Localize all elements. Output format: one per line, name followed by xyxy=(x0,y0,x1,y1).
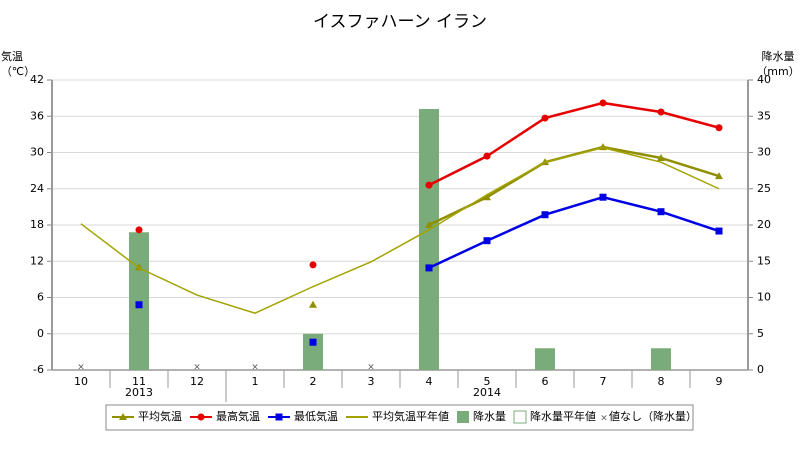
x-tick-label: 10 xyxy=(74,375,88,388)
x-tick-label: 9 xyxy=(716,375,723,388)
legend-swatch xyxy=(513,410,527,424)
point xyxy=(309,300,317,308)
no-data-mark: × xyxy=(193,363,201,373)
y2-tick-label: 35 xyxy=(757,109,771,122)
y-axis-unit: （℃） xyxy=(1,65,35,78)
x-tick-label: 6 xyxy=(542,375,549,388)
legend-swatch xyxy=(457,411,469,423)
y-tick-label: 6 xyxy=(37,291,44,304)
point xyxy=(483,237,491,245)
legend-marker xyxy=(197,413,205,421)
y-tick-label: 30 xyxy=(30,146,44,159)
year-label: 2014 xyxy=(473,386,501,399)
x-tick-label: 2 xyxy=(310,375,317,388)
y2-tick-label: 20 xyxy=(757,218,771,231)
bar xyxy=(651,348,671,370)
bar xyxy=(535,348,555,370)
year-label: 2013 xyxy=(125,386,153,399)
point xyxy=(309,338,317,346)
legend-label: 降水量平年値 xyxy=(530,409,596,423)
y-axis-title: 気温 xyxy=(1,49,23,63)
legend-label: 降水量 xyxy=(473,409,506,423)
y2-axis-unit: （mm） xyxy=(756,65,799,78)
legend-label: 最低気温 xyxy=(294,409,338,423)
point xyxy=(657,108,665,116)
y-tick-label: 0 xyxy=(37,327,44,340)
y-tick-label: 36 xyxy=(30,109,44,122)
point xyxy=(425,264,433,272)
x-tick-label: 3 xyxy=(368,375,375,388)
x-tick-label: 1 xyxy=(252,375,259,388)
line xyxy=(428,195,720,270)
point xyxy=(425,181,433,189)
y2-tick-label: 30 xyxy=(757,146,771,159)
legend-marker xyxy=(275,413,283,421)
point xyxy=(309,261,317,269)
y2-tick-label: 15 xyxy=(757,254,771,267)
point xyxy=(483,193,491,201)
point xyxy=(541,114,549,122)
y2-tick-label: 10 xyxy=(757,291,771,304)
bar xyxy=(419,109,439,370)
point xyxy=(715,172,723,180)
y-tick-label: 12 xyxy=(30,254,44,267)
no-data-mark: × xyxy=(367,363,375,373)
x-tick-label: 5 xyxy=(484,375,491,388)
point xyxy=(599,99,607,107)
bar xyxy=(303,333,323,370)
point xyxy=(599,193,607,201)
y-tick-label: 42 xyxy=(30,73,44,86)
point xyxy=(135,226,143,234)
point xyxy=(715,227,723,235)
legend-label: 最高気温 xyxy=(216,409,260,423)
x-tick-label: 12 xyxy=(190,375,204,388)
point xyxy=(541,211,549,219)
x-tick-label: 8 xyxy=(658,375,665,388)
y-tick-label: -6 xyxy=(33,363,44,376)
legend-label: 値なし（降水量） xyxy=(609,409,697,423)
point xyxy=(657,153,665,161)
y2-tick-label: 5 xyxy=(757,327,764,340)
y2-tick-label: 40 xyxy=(757,73,771,86)
y2-tick-label: 0 xyxy=(757,363,764,376)
no-data-mark: × xyxy=(251,363,259,373)
legend-marker xyxy=(119,413,127,420)
y-tick-label: 18 xyxy=(30,218,44,231)
point xyxy=(715,124,723,132)
y2-axis-title: 降水量 xyxy=(762,49,795,63)
y2-tick-label: 25 xyxy=(757,182,771,195)
point xyxy=(425,221,433,228)
point xyxy=(483,152,491,160)
x-tick-label: 7 xyxy=(600,375,607,388)
legend-label: 平均気温平年値 xyxy=(372,409,449,423)
chart-title: イスファハーン イラン xyxy=(313,12,487,32)
x-tick-label: 11 xyxy=(132,375,146,388)
point xyxy=(135,301,143,309)
y-tick-label: 24 xyxy=(30,182,44,195)
line xyxy=(428,101,720,187)
x-tick-label: 4 xyxy=(426,375,433,388)
legend-swatch: × xyxy=(600,414,608,424)
legend-label: 平均気温 xyxy=(138,409,182,423)
bar xyxy=(129,232,149,370)
line xyxy=(80,146,720,315)
no-data-mark: × xyxy=(77,363,85,373)
point xyxy=(657,208,665,216)
